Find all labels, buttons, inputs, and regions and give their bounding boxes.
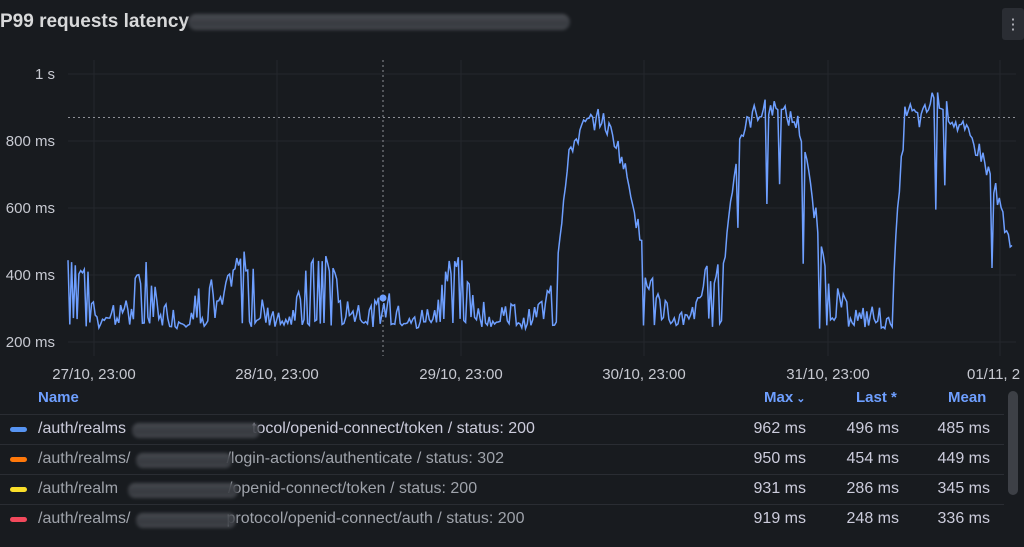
legend-max: 931 ms [753, 480, 806, 497]
y-tick-label: 400 ms [6, 267, 55, 284]
legend-max: 962 ms [753, 420, 806, 437]
legend-row[interactable]: /auth/realms/protocol/openid-connect/aut… [0, 504, 1004, 535]
y-tick-label: 200 ms [6, 334, 55, 351]
legend-header-name[interactable]: Name [38, 389, 79, 406]
legend-header-mean[interactable]: Mean [948, 389, 987, 406]
x-axis-ticks: 27/10, 23:00 28/10, 23:00 29/10, 23:00 30/1… [52, 366, 1020, 383]
redacted-title-suffix [188, 14, 570, 30]
legend-last: 248 ms [846, 510, 899, 527]
legend-scrollbar-thumb[interactable] [1008, 391, 1018, 495]
legend-max: 950 ms [753, 450, 806, 467]
legend-row[interactable]: /auth/realms//login-actions/authenticate… [0, 444, 1004, 475]
legend-series-name: /auth/realms/protocol/openid-connect/aut… [38, 510, 525, 527]
legend-last: 454 ms [846, 450, 899, 467]
series-color-swatch [10, 427, 27, 432]
legend-last: 496 ms [846, 420, 899, 437]
legend-mean: 449 ms [937, 450, 990, 467]
legend-table: Name Max ⌄ Last * Mean /auth/realms tocol… [0, 386, 1024, 547]
y-tick-label: 600 ms [6, 200, 55, 217]
x-tick-label: 28/10, 23:00 [235, 366, 318, 383]
y-axis-ticks: 1 s 800 ms 600 ms 400 ms 200 ms [6, 66, 55, 351]
x-tick-label: 01/11, 2 [967, 366, 1020, 383]
latency-chart[interactable]: 1 s 800 ms 600 ms 400 ms 200 ms 27/10, 23:00… [0, 0, 1024, 386]
legend-series-name: /auth/realms tocol/openid-connect/token /… [38, 420, 535, 437]
legend-row[interactable]: /auth/realm/openid-connect/token / statu… [0, 474, 1004, 505]
chart-grid [68, 60, 1016, 356]
kebab-menu-icon[interactable]: ⋮ [1002, 8, 1024, 40]
legend-mean: 345 ms [937, 480, 990, 497]
legend-max: 919 ms [753, 510, 806, 527]
legend-series-name: /auth/realm/openid-connect/token / statu… [38, 480, 478, 497]
redacted-realm [136, 513, 236, 528]
hover-point [379, 294, 387, 302]
series-color-swatch [10, 487, 27, 492]
series-line-token [67, 92, 1013, 332]
legend-last: 286 ms [846, 480, 899, 497]
legend-header-last[interactable]: Last * [856, 389, 897, 406]
x-tick-label: 30/10, 23:00 [602, 366, 685, 383]
panel-title: P99 requests latency [0, 11, 190, 32]
legend-series-name: /auth/realms//login-actions/authenticate… [38, 450, 504, 467]
y-tick-label: 800 ms [6, 133, 55, 150]
series-color-swatch [10, 457, 27, 462]
legend-header-max[interactable]: Max ⌄ [764, 389, 805, 406]
x-tick-label: 29/10, 23:00 [419, 366, 502, 383]
legend-row[interactable]: /auth/realms tocol/openid-connect/token /… [0, 414, 1004, 445]
legend-mean: 485 ms [937, 420, 990, 437]
redacted-realm [136, 453, 232, 468]
redacted-realm [128, 483, 238, 498]
legend-mean: 336 ms [937, 510, 990, 527]
series-color-swatch [10, 517, 27, 522]
x-tick-label: 27/10, 23:00 [52, 366, 135, 383]
x-tick-label: 31/10, 23:00 [786, 366, 869, 383]
legend-header-max-label: Max [764, 389, 794, 406]
y-tick-label: 1 s [35, 66, 55, 83]
redacted-realm [132, 423, 260, 438]
chevron-down-icon: ⌄ [793, 393, 806, 405]
